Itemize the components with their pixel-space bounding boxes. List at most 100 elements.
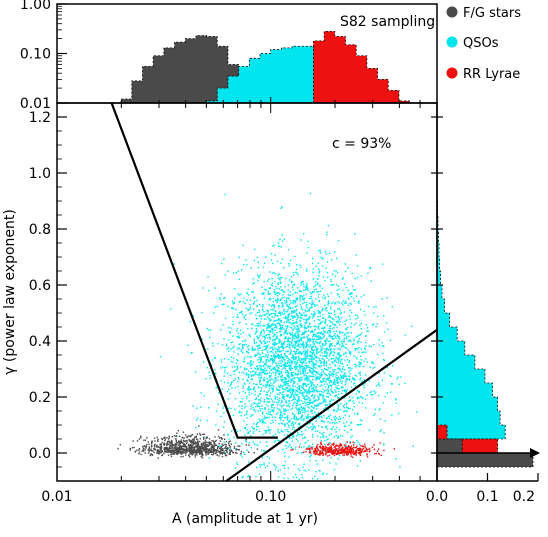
scatter-point [356,397,359,400]
scatter-point [305,398,307,401]
scatter-point [346,402,348,405]
scatter-point [264,432,267,435]
scatter-point [316,372,318,374]
scatter-point [240,333,242,335]
scatter-point [180,441,182,443]
scatter-point [359,374,361,376]
scatter-point [280,341,282,343]
scatter-point [327,331,329,333]
scatter-point [326,383,328,385]
scatter-point [273,343,275,345]
scatter-point [281,414,283,416]
scatter-point [332,362,334,364]
scatter-point [257,345,259,348]
scatter-point [296,308,298,311]
scatter-point [348,400,350,402]
scatter-point [230,381,233,383]
scatter-point [272,324,275,327]
scatter-point [252,441,254,443]
scatter-point [309,416,311,418]
scatter-point [215,373,217,375]
scatter-point [325,454,327,456]
scatter-point [323,364,325,367]
scatter-point [215,439,217,442]
scatter-point [266,346,269,348]
scatter-point [228,442,230,445]
scatter-point [330,379,332,382]
scatter-point [314,305,316,307]
scatter-point [338,378,340,380]
scatter-point [338,302,341,304]
scatter-point [250,267,252,269]
scatter-point [303,344,305,346]
scatter-point [366,450,368,452]
scatter-point [354,289,356,291]
scatter-point [164,436,166,438]
scatter-point [274,397,276,399]
scatter-point [290,349,292,351]
scatter-point [316,463,318,465]
scatter-point [274,293,276,295]
scatter-point [345,378,348,380]
scatter-point [326,354,328,356]
scatter-point [198,425,200,427]
scatter-point [314,313,316,316]
scatter-point [177,447,179,449]
scatter-point [204,450,206,453]
scatter-point [272,298,274,300]
scatter-point [351,451,353,454]
scatter-point [138,451,141,453]
scatter-point [285,332,287,334]
scatter-point [326,378,328,380]
scatter-point [221,344,224,346]
scatter-point [251,323,253,325]
scatter-point [276,337,279,340]
scatter-point [267,401,270,404]
scatter-point [294,351,296,353]
scatter-point [257,410,259,412]
scatter-point [315,359,317,362]
scatter-point [322,378,325,380]
scatter-point [356,335,359,337]
scatter-point [192,441,194,443]
scatter-point [317,335,320,337]
scatter-point [312,351,315,354]
scatter-point [301,474,303,476]
scatter-point [301,391,304,393]
scatter-point [359,419,362,421]
scatter-point [264,466,267,469]
scatter-point [291,340,293,342]
scatter-point [288,319,290,321]
scatter-point [311,406,313,408]
scatter-point [325,356,327,358]
scatter-point [359,324,361,326]
scatter-point [310,361,313,363]
scatter-point [229,440,231,442]
scatter-point [283,352,286,355]
scatter-point [301,281,303,283]
scatter-point [238,343,240,346]
scatter-point [319,319,321,321]
scatter-point [303,297,306,300]
scatter-point [228,350,230,353]
scatter-point [307,287,309,289]
scatter-point [285,389,287,391]
scatter-point [383,359,386,362]
scatter-point [284,331,286,334]
scatter-point [171,443,173,446]
scatter-point [270,253,273,255]
scatter-point [263,349,265,351]
scatter-point [319,336,321,338]
scatter-point [220,361,223,363]
scatter-point [156,452,158,454]
scatter-point [282,357,284,359]
scatter-point [338,359,340,361]
scatter-point [284,359,286,361]
scatter-point [270,284,272,286]
scatter-point [273,305,276,307]
scatter-point [296,298,299,300]
scatter-point [303,299,305,301]
scatter-point [258,303,261,306]
scatter-point [304,358,306,360]
scatter-point [369,448,371,450]
